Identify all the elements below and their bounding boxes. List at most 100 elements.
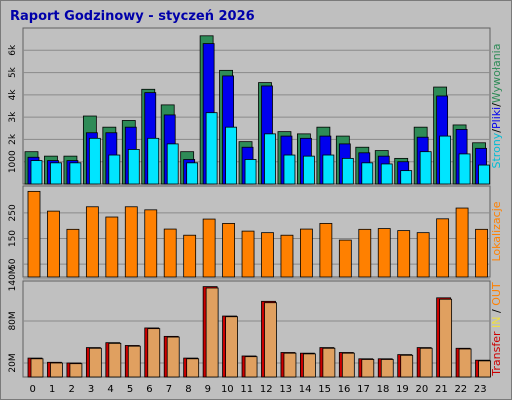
- x-tick-label: 2: [68, 384, 74, 395]
- y-tick-label: 250: [8, 204, 18, 221]
- bar-visits-0-h18: [377, 228, 391, 278]
- panel-visits-plot-area: [22, 185, 491, 278]
- bar-pages-files-requests-2-h13: [283, 154, 296, 185]
- bar-pages-files-requests-2-h7: [166, 143, 179, 185]
- bar-pages-files-requests-2-h17: [361, 162, 374, 185]
- x-tick-label: 21: [435, 384, 448, 395]
- bar-transfer-1-h14: [303, 353, 316, 378]
- side-label-part: Strony: [490, 132, 503, 168]
- x-tick-label: 7: [166, 384, 172, 395]
- bar-pages-files-requests-2-h12: [264, 133, 276, 185]
- side-label-part: Lokalizacje: [490, 201, 503, 261]
- x-tick-label: 12: [260, 384, 273, 395]
- x-tick-label: 15: [318, 384, 331, 395]
- bar-pages-files-requests-2-h16: [341, 157, 354, 185]
- bar-transfer-1-h2: [69, 363, 83, 378]
- bar-visits-0-h5: [124, 206, 138, 278]
- side-label-part: Transfer: [490, 331, 503, 377]
- bar-visits-0-h1: [47, 210, 60, 278]
- bar-transfer-1-h12: [264, 302, 277, 378]
- side-label-visits: Lokalizacje: [490, 201, 503, 261]
- y-tick-label: 5k: [8, 66, 18, 78]
- bar-pages-files-requests-2-h19: [400, 170, 413, 185]
- chart-title: Raport Godzinowy - styczeń 2026: [10, 9, 255, 24]
- x-tick-label: 20: [416, 384, 429, 395]
- side-label-part: /: [490, 129, 503, 133]
- bar-pages-files-requests-2-h0: [30, 160, 43, 185]
- bar-visits-0-h13: [280, 234, 294, 278]
- bar-pages-files-requests-2-h6: [147, 137, 160, 185]
- bar-transfer-1-h22: [458, 348, 472, 378]
- x-tick-label: 13: [279, 384, 292, 395]
- x-tick-label: 10: [221, 384, 234, 395]
- bar-visits-0-h6: [144, 209, 158, 278]
- bar-transfer-1-h21: [439, 298, 453, 378]
- bar-transfer-1-h15: [322, 347, 336, 378]
- x-tick-label: 18: [377, 384, 390, 395]
- y-tick-label: 150: [8, 230, 18, 247]
- bar-transfer-1-h0: [30, 358, 44, 378]
- bar-visits-0-h11: [241, 230, 255, 278]
- side-label-part: IN: [490, 316, 503, 327]
- bar-visits-0-h9: [202, 218, 216, 278]
- side-label-part: OUT: [490, 282, 503, 306]
- y-tick-label: 50: [8, 258, 18, 270]
- bar-transfer-1-h9: [205, 287, 219, 378]
- x-tick-label: 19: [396, 384, 409, 395]
- side-label-transfer: Transfer IN / OUT: [490, 282, 503, 377]
- bar-visits-0-h8: [183, 234, 197, 278]
- x-tick-label: 22: [454, 384, 467, 395]
- bar-transfer-1-h6: [147, 328, 161, 378]
- bar-pages-files-requests-2-h15: [322, 154, 335, 185]
- bar-transfer-1-h11: [244, 356, 258, 378]
- bar-visits-0-h23: [475, 228, 488, 278]
- y-tick-label: 4k: [8, 89, 18, 101]
- x-tick-label: 23: [474, 384, 487, 395]
- bar-transfer-1-h5: [127, 345, 141, 378]
- bar-pages-files-requests-2-h23: [478, 164, 490, 185]
- bar-pages-files-requests-2-h4: [108, 154, 121, 185]
- x-tick-label: 4: [107, 384, 113, 395]
- bar-pages-files-requests-2-h8: [186, 162, 199, 185]
- x-tick-label: 14: [299, 384, 312, 395]
- y-tick-label: 20M: [8, 353, 18, 372]
- bar-visits-0-h0: [27, 190, 41, 278]
- bar-pages-files-requests-2-h1: [50, 162, 62, 185]
- x-tick-label: 16: [338, 384, 351, 395]
- y-tick-label: 1000: [8, 150, 18, 173]
- bar-pages-files-requests-2-h11: [244, 159, 257, 185]
- panel-pages-files-requests-plot-area: [22, 27, 491, 185]
- bar-visits-0-h21: [436, 218, 450, 278]
- bar-pages-files-requests-2-h14: [303, 155, 315, 185]
- x-tick-label: 0: [30, 384, 36, 395]
- bar-pages-files-requests-2-h10: [225, 126, 237, 185]
- bar-visits-0-h16: [338, 239, 352, 278]
- x-tick-label: 3: [88, 384, 94, 395]
- bar-visits-0-h7: [163, 228, 177, 278]
- bar-visits-0-h17: [358, 228, 372, 278]
- x-tick-label: 9: [205, 384, 211, 395]
- side-label-part: Pliki: [490, 107, 503, 129]
- x-tick-label: 5: [127, 384, 133, 395]
- bar-visits-0-h15: [319, 223, 333, 278]
- bar-pages-files-requests-2-h9: [205, 112, 218, 185]
- bar-visits-0-h19: [397, 230, 411, 278]
- side-label-part: /: [490, 103, 503, 107]
- bar-visits-0-h20: [416, 232, 430, 278]
- bar-visits-0-h3: [85, 206, 99, 278]
- bar-visits-0-h22: [455, 207, 469, 278]
- bar-pages-files-requests-2-h20: [419, 151, 432, 185]
- bar-transfer-1-h16: [341, 352, 355, 378]
- bar-transfer-1-h7: [166, 336, 180, 378]
- bar-pages-files-requests-2-h21: [439, 135, 452, 185]
- bar-transfer-1-h18: [380, 359, 394, 378]
- y-tick-label: 6k: [8, 44, 18, 56]
- y-tick-label: 3k: [8, 111, 18, 123]
- side-label-pages-files-requests: Strony/Pliki/Wywołania: [490, 44, 503, 169]
- bar-pages-files-requests-2-h2: [69, 162, 82, 185]
- x-tick-label: 11: [240, 384, 253, 395]
- bar-pages-files-requests-2-h22: [458, 153, 471, 185]
- y-tick-label: 80M: [8, 311, 18, 330]
